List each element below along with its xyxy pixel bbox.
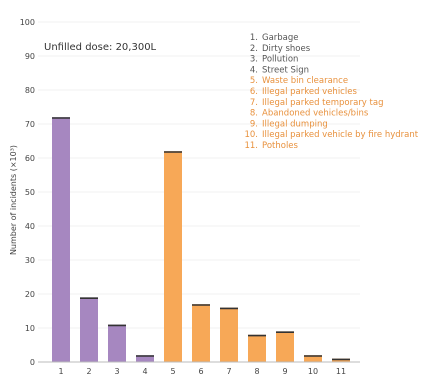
y-tick-label: 90: [25, 52, 35, 61]
legend-number: 11.: [244, 141, 258, 151]
legend-number: 3.: [250, 55, 258, 65]
bar-2: [80, 297, 98, 362]
legend-entry: Illegal parked vehicles: [262, 87, 357, 97]
bar-9: [276, 331, 294, 362]
x-axis-ticks: 1 2 3 4 5 6 7 8 9 10 11: [58, 367, 346, 376]
legend-entry: Dirty shoes: [262, 44, 311, 54]
x-tick-label: 11: [336, 367, 346, 376]
y-tick-label: 100: [20, 18, 35, 27]
y-axis-label: Number of incidents (×10³): [9, 145, 18, 255]
y-tick-label: 20: [25, 290, 35, 299]
legend-entry: Potholes: [262, 141, 299, 151]
x-tick-label: 5: [170, 367, 175, 376]
legend-entry: Illegal parked temporary tag: [262, 98, 383, 108]
bar-8: [248, 334, 266, 362]
x-tick-label: 10: [308, 367, 318, 376]
legend-entry: Illegal dumping: [262, 119, 328, 129]
y-tick-label: 30: [25, 256, 35, 265]
legend: 1. Garbage 2. Dirty shoes 3. Pollution 4. Stree…: [244, 33, 418, 151]
y-tick-label: 10: [25, 324, 35, 333]
legend-number: 9.: [250, 119, 258, 129]
legend-number: 2.: [250, 44, 258, 54]
x-tick-label: 9: [282, 367, 287, 376]
bar-7: [220, 307, 238, 362]
y-tick-label: 0: [30, 358, 35, 367]
x-tick-label: 8: [254, 367, 259, 376]
x-tick-label: 1: [58, 367, 63, 376]
y-tick-label: 80: [25, 86, 35, 95]
x-tick-label: 3: [114, 367, 119, 376]
legend-number: 6.: [250, 87, 258, 97]
legend-entry: Pollution: [262, 55, 298, 65]
y-tick-label: 60: [25, 154, 35, 163]
legend-number: 8.: [250, 109, 258, 119]
legend-entry: Street Sign: [262, 65, 309, 75]
y-axis: 0 10 20 30 40 50 60 70 80 90 100: [20, 18, 35, 367]
y-tick-label: 50: [25, 188, 35, 197]
legend-number: 10.: [244, 130, 258, 140]
y-tick-label: 40: [25, 222, 35, 231]
chart-subtitle: Unfilled dose: 20,300L: [44, 42, 157, 53]
bar-11: [332, 358, 350, 362]
bar-10: [304, 355, 322, 362]
legend-number: 5.: [250, 76, 258, 86]
x-tick-label: 7: [226, 367, 231, 376]
legend-entry: Abandoned vehicles/bins: [262, 109, 369, 119]
legend-entry: Waste bin clearance: [262, 76, 348, 86]
legend-number: 7.: [250, 98, 258, 108]
bar-6: [192, 304, 210, 362]
legend-number: 4.: [250, 65, 258, 75]
bar-5: [164, 151, 182, 362]
x-tick-label: 6: [198, 367, 203, 376]
y-tick-label: 70: [25, 120, 35, 129]
bar-4: [136, 355, 154, 362]
legend-number: 1.: [250, 33, 258, 43]
bars: [52, 117, 350, 362]
bar-3: [108, 324, 126, 362]
x-tick-label: 2: [86, 367, 91, 376]
legend-entry: Garbage: [262, 33, 299, 43]
bar-1: [52, 117, 70, 362]
x-tick-label: 4: [142, 367, 147, 376]
legend-entry: Illegal parked vehicle by fire hydrant: [262, 130, 419, 140]
